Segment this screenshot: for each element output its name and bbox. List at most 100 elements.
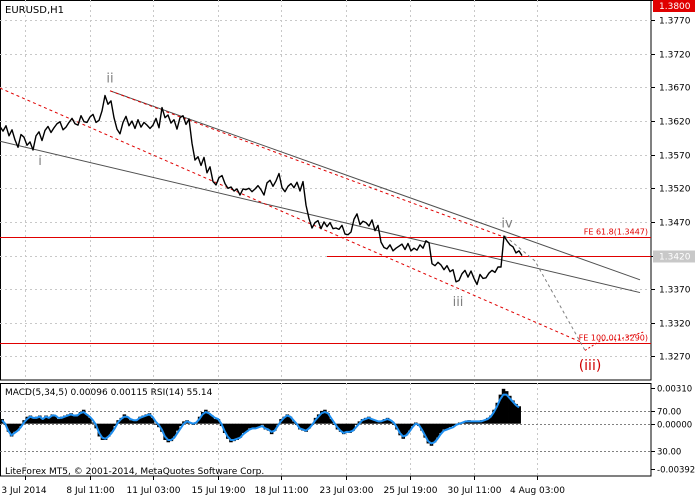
macd-bar xyxy=(78,412,83,424)
macd-bar xyxy=(235,423,239,440)
macd-bar xyxy=(232,423,236,442)
macd-bar xyxy=(464,421,468,424)
macd-bar xyxy=(216,419,221,424)
macd-bar xyxy=(426,423,431,444)
wave-label: (iii) xyxy=(579,358,602,374)
channel-line[interactable] xyxy=(109,90,641,281)
macd-bar xyxy=(56,419,61,424)
macd-bar xyxy=(141,415,145,424)
macd-bar xyxy=(175,423,180,431)
macd-bar xyxy=(367,416,371,424)
wave-label: ii xyxy=(106,72,113,87)
macd-bar xyxy=(476,421,481,424)
macd-bar xyxy=(307,423,312,429)
macd-bar xyxy=(432,423,437,443)
macd-bar xyxy=(153,423,158,425)
macd-bar xyxy=(163,423,167,440)
macd-bar xyxy=(370,419,374,424)
macd-bar xyxy=(210,415,214,424)
y-tick-label: 1.3770 xyxy=(659,17,691,27)
macd-bar xyxy=(439,423,443,433)
macd-bar xyxy=(85,414,89,424)
macd-bar xyxy=(511,400,515,424)
macd-bar xyxy=(226,423,230,439)
macd-bar xyxy=(345,423,349,432)
macd-bar xyxy=(435,423,440,438)
macd-bar xyxy=(47,417,51,424)
y-tick-label: 1.3270 xyxy=(659,353,691,363)
macd-bar xyxy=(379,421,384,424)
macd-bar xyxy=(222,423,227,433)
x-tick-label: 15 Jul 19:00 xyxy=(192,486,246,496)
macd-bar xyxy=(498,394,503,424)
x-tick-label: 3 Jul 2014 xyxy=(1,486,46,496)
macd-bar xyxy=(429,423,434,446)
macd-bar xyxy=(445,423,449,430)
macd-bar xyxy=(257,423,261,428)
y-tick-label: 1.3520 xyxy=(659,185,691,195)
macd-bar xyxy=(138,416,142,424)
fe-level-label: FE 100.0(1.3290) xyxy=(579,334,648,343)
macd-bar xyxy=(204,409,208,424)
macd-bar xyxy=(132,420,136,424)
y-tick-label: 70.00 xyxy=(657,408,681,418)
macd-bar xyxy=(247,423,252,429)
macd-bar xyxy=(398,423,402,436)
dashed-channel-line[interactable] xyxy=(0,87,581,343)
x-axis: 3 Jul 2014 8 Jul 11:00 11 Jul 03:00 15 Jul … xyxy=(1,476,565,496)
top-price-tag xyxy=(653,0,695,12)
y-tick-label: 1.3470 xyxy=(659,219,691,229)
x-tick-label: 23 Jul 03:00 xyxy=(320,486,374,496)
macd-bar xyxy=(119,417,124,424)
macd-bar xyxy=(12,423,17,432)
macd-bar xyxy=(244,423,249,432)
price-series-line[interactable] xyxy=(0,94,523,286)
macd-bar xyxy=(451,423,456,427)
macd-bar xyxy=(298,423,302,430)
y-tick-label: 1.3620 xyxy=(659,118,691,128)
x-tick-label: 18 Jul 11:00 xyxy=(255,486,309,496)
channel-line[interactable] xyxy=(0,140,641,294)
macd-bar xyxy=(382,419,387,424)
dashed-channel-line[interactable] xyxy=(109,90,506,238)
wave-label: iv xyxy=(501,216,513,231)
macd-bar xyxy=(351,423,355,431)
macd-bar xyxy=(254,423,258,429)
macd-bar xyxy=(6,423,11,432)
macd-bar xyxy=(81,409,86,424)
y-tick-label: 0.00310 xyxy=(657,385,692,395)
macd-bar xyxy=(251,423,255,429)
macd-bar xyxy=(420,423,424,431)
y-tick-label: 0.00000 xyxy=(657,421,692,431)
macd-bar xyxy=(16,423,20,431)
y-tick-label: 1.3370 xyxy=(659,286,691,296)
macd-bar xyxy=(103,423,108,440)
macd-bar xyxy=(128,420,133,424)
macd-bar xyxy=(100,423,105,440)
macd-bar xyxy=(282,416,286,424)
macd-bar xyxy=(166,423,171,443)
price-panel[interactable]: 1.3800 1.3770 1.3720 1.3670 1.3620 1.3570 1.35… xyxy=(0,0,695,381)
macd-bar xyxy=(144,414,149,424)
macd-bar xyxy=(200,412,205,424)
indicator-panel[interactable]: 0.00310 70.00 0.00000 30.00 -0.00392 xyxy=(0,383,695,477)
macd-bar xyxy=(41,419,45,424)
x-tick-label: 25 Jul 19:00 xyxy=(384,486,438,496)
y-tick-label: 1.3320 xyxy=(659,320,691,330)
copyright-label: LiteForex MT5, © 2001-2014, MetaQuotes S… xyxy=(5,467,264,477)
macd-bar xyxy=(72,415,77,424)
macd-bar xyxy=(473,421,478,424)
x-tick-label: 30 Jul 11:00 xyxy=(448,486,502,496)
macd-bar xyxy=(238,423,243,438)
y-tick-label: -0.00392 xyxy=(657,466,695,476)
y-tick-label: 30.00 xyxy=(657,448,681,458)
macd-bar xyxy=(113,423,117,427)
macd-bar xyxy=(404,423,409,436)
macd-bar xyxy=(482,420,487,424)
macd-bar xyxy=(213,419,218,424)
macd-bar xyxy=(489,415,493,424)
macd-bar xyxy=(229,423,233,443)
macd-bar xyxy=(291,421,296,424)
